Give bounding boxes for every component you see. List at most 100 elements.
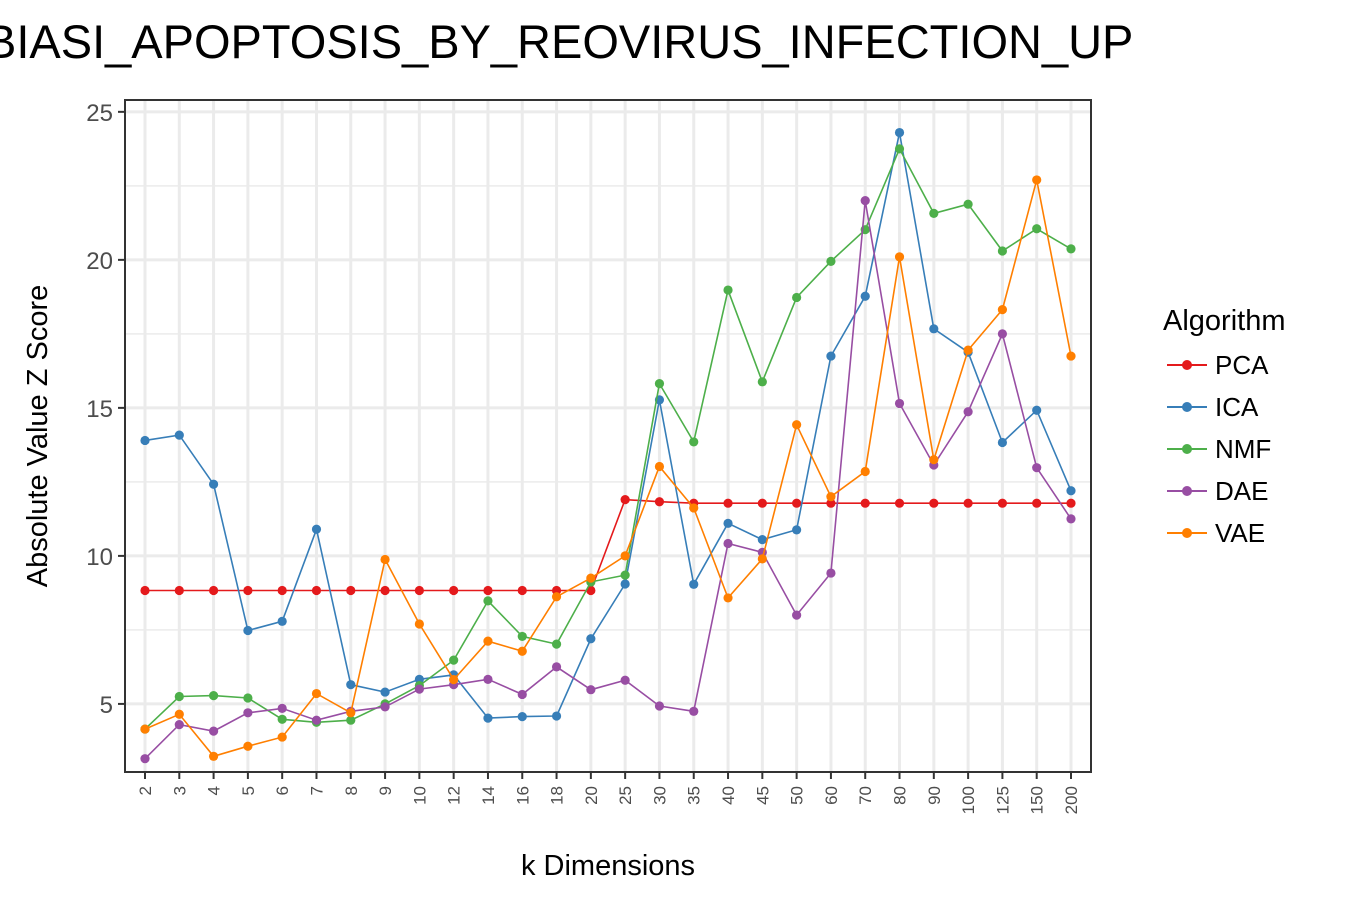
data-point-ica	[1032, 405, 1042, 415]
data-point-pca	[997, 498, 1008, 508]
data-point-nmf	[654, 379, 665, 389]
data-point-pca	[757, 498, 767, 508]
data-point-ica	[346, 680, 356, 690]
data-point-pca	[449, 585, 459, 596]
data-point-vae	[826, 492, 836, 502]
data-point-pca	[414, 585, 424, 596]
data-point-ica	[140, 435, 150, 446]
x-tick-label: 70	[856, 786, 875, 805]
x-tick-label: 2	[136, 786, 155, 795]
data-point-vae	[689, 503, 699, 513]
data-point-vae	[894, 252, 905, 262]
data-point-ica	[723, 518, 733, 528]
data-point-vae	[551, 592, 562, 602]
data-point-nmf	[963, 199, 973, 209]
data-point-vae	[1066, 351, 1076, 361]
data-point-dae	[654, 701, 665, 711]
data-point-vae	[517, 646, 527, 656]
x-tick-label: 80	[891, 786, 910, 805]
data-point-ica	[208, 479, 219, 489]
data-point-pca	[792, 498, 802, 508]
data-point-nmf	[1032, 224, 1042, 234]
data-point-pca	[723, 498, 733, 508]
data-point-pca	[963, 498, 973, 508]
data-point-pca	[277, 585, 287, 596]
data-point-dae	[723, 538, 733, 549]
x-tick-label: 20	[582, 786, 601, 805]
x-tick-label: 7	[307, 786, 326, 795]
data-point-dae	[894, 398, 905, 409]
y-tick-label: 25	[86, 100, 113, 127]
data-point-ica	[380, 687, 390, 697]
series-vae	[140, 175, 1076, 761]
data-point-nmf	[483, 596, 493, 606]
data-point-pca	[483, 585, 493, 596]
data-point-dae	[689, 706, 699, 716]
data-point-ica	[757, 535, 767, 545]
data-point-nmf	[277, 714, 287, 724]
data-point-vae	[654, 461, 665, 472]
x-tick-label: 25	[616, 786, 635, 805]
data-point-dae	[1066, 514, 1076, 524]
x-tick-label: 16	[513, 786, 532, 805]
data-point-pca	[380, 585, 390, 596]
data-point-ica	[792, 525, 802, 535]
y-axis-label: Absolute Value Z Score	[22, 285, 54, 588]
data-point-nmf	[620, 570, 630, 580]
data-point-vae	[860, 466, 870, 477]
x-tick-label: 4	[205, 786, 224, 795]
data-point-dae	[483, 674, 493, 684]
x-tick-label: 9	[376, 786, 395, 795]
data-point-dae	[860, 196, 870, 206]
y-tick-label: 5	[100, 692, 113, 719]
legend-items: PCA ICA NMF DAE VAE	[1163, 344, 1286, 554]
data-point-nmf	[208, 691, 219, 701]
data-point-vae	[346, 708, 356, 718]
data-point-pca	[174, 585, 184, 596]
x-tick-label: 150	[1028, 786, 1047, 814]
data-point-pca	[140, 585, 150, 596]
x-tick-label: 45	[753, 786, 772, 805]
data-point-nmf	[551, 639, 562, 649]
data-point-vae	[483, 636, 493, 646]
series-dae	[140, 196, 1076, 764]
x-tick-label: 60	[822, 786, 841, 805]
data-point-dae	[140, 754, 150, 764]
data-point-ica	[243, 625, 253, 636]
data-point-pca	[586, 585, 596, 596]
data-point-vae	[963, 345, 973, 355]
x-tick-label: 6	[273, 786, 292, 795]
data-point-ica	[277, 616, 287, 626]
x-tick-label: 50	[788, 786, 807, 805]
data-point-vae	[208, 751, 219, 761]
data-point-dae	[963, 407, 973, 417]
data-point-vae	[620, 551, 630, 561]
data-point-dae	[620, 675, 630, 685]
data-point-vae	[174, 709, 184, 719]
x-tick-label: 8	[342, 786, 361, 795]
plot-panel-border	[124, 99, 1092, 773]
x-tick-label: 3	[170, 786, 189, 795]
data-point-nmf	[894, 144, 905, 154]
data-point-pca	[1066, 498, 1076, 508]
series-line-pca	[145, 498, 1071, 592]
data-point-ica	[997, 437, 1008, 448]
data-point-dae	[208, 726, 219, 736]
data-point-dae	[277, 703, 287, 713]
legend: Algorithm PCA ICA NMF DAE VAE	[1163, 305, 1286, 554]
data-point-nmf	[826, 256, 836, 266]
data-point-dae	[380, 702, 390, 712]
data-point-dae	[997, 329, 1008, 339]
data-point-pca	[1032, 498, 1042, 508]
data-point-pca	[826, 498, 836, 508]
series-line-vae	[144, 179, 1072, 758]
data-point-nmf	[929, 208, 939, 218]
legend-key	[1163, 350, 1211, 380]
data-point-dae	[586, 685, 596, 695]
data-point-ica	[311, 524, 322, 534]
data-point-nmf	[243, 693, 253, 703]
data-point-pca	[929, 498, 939, 508]
x-tick-label: 200	[1062, 786, 1081, 814]
